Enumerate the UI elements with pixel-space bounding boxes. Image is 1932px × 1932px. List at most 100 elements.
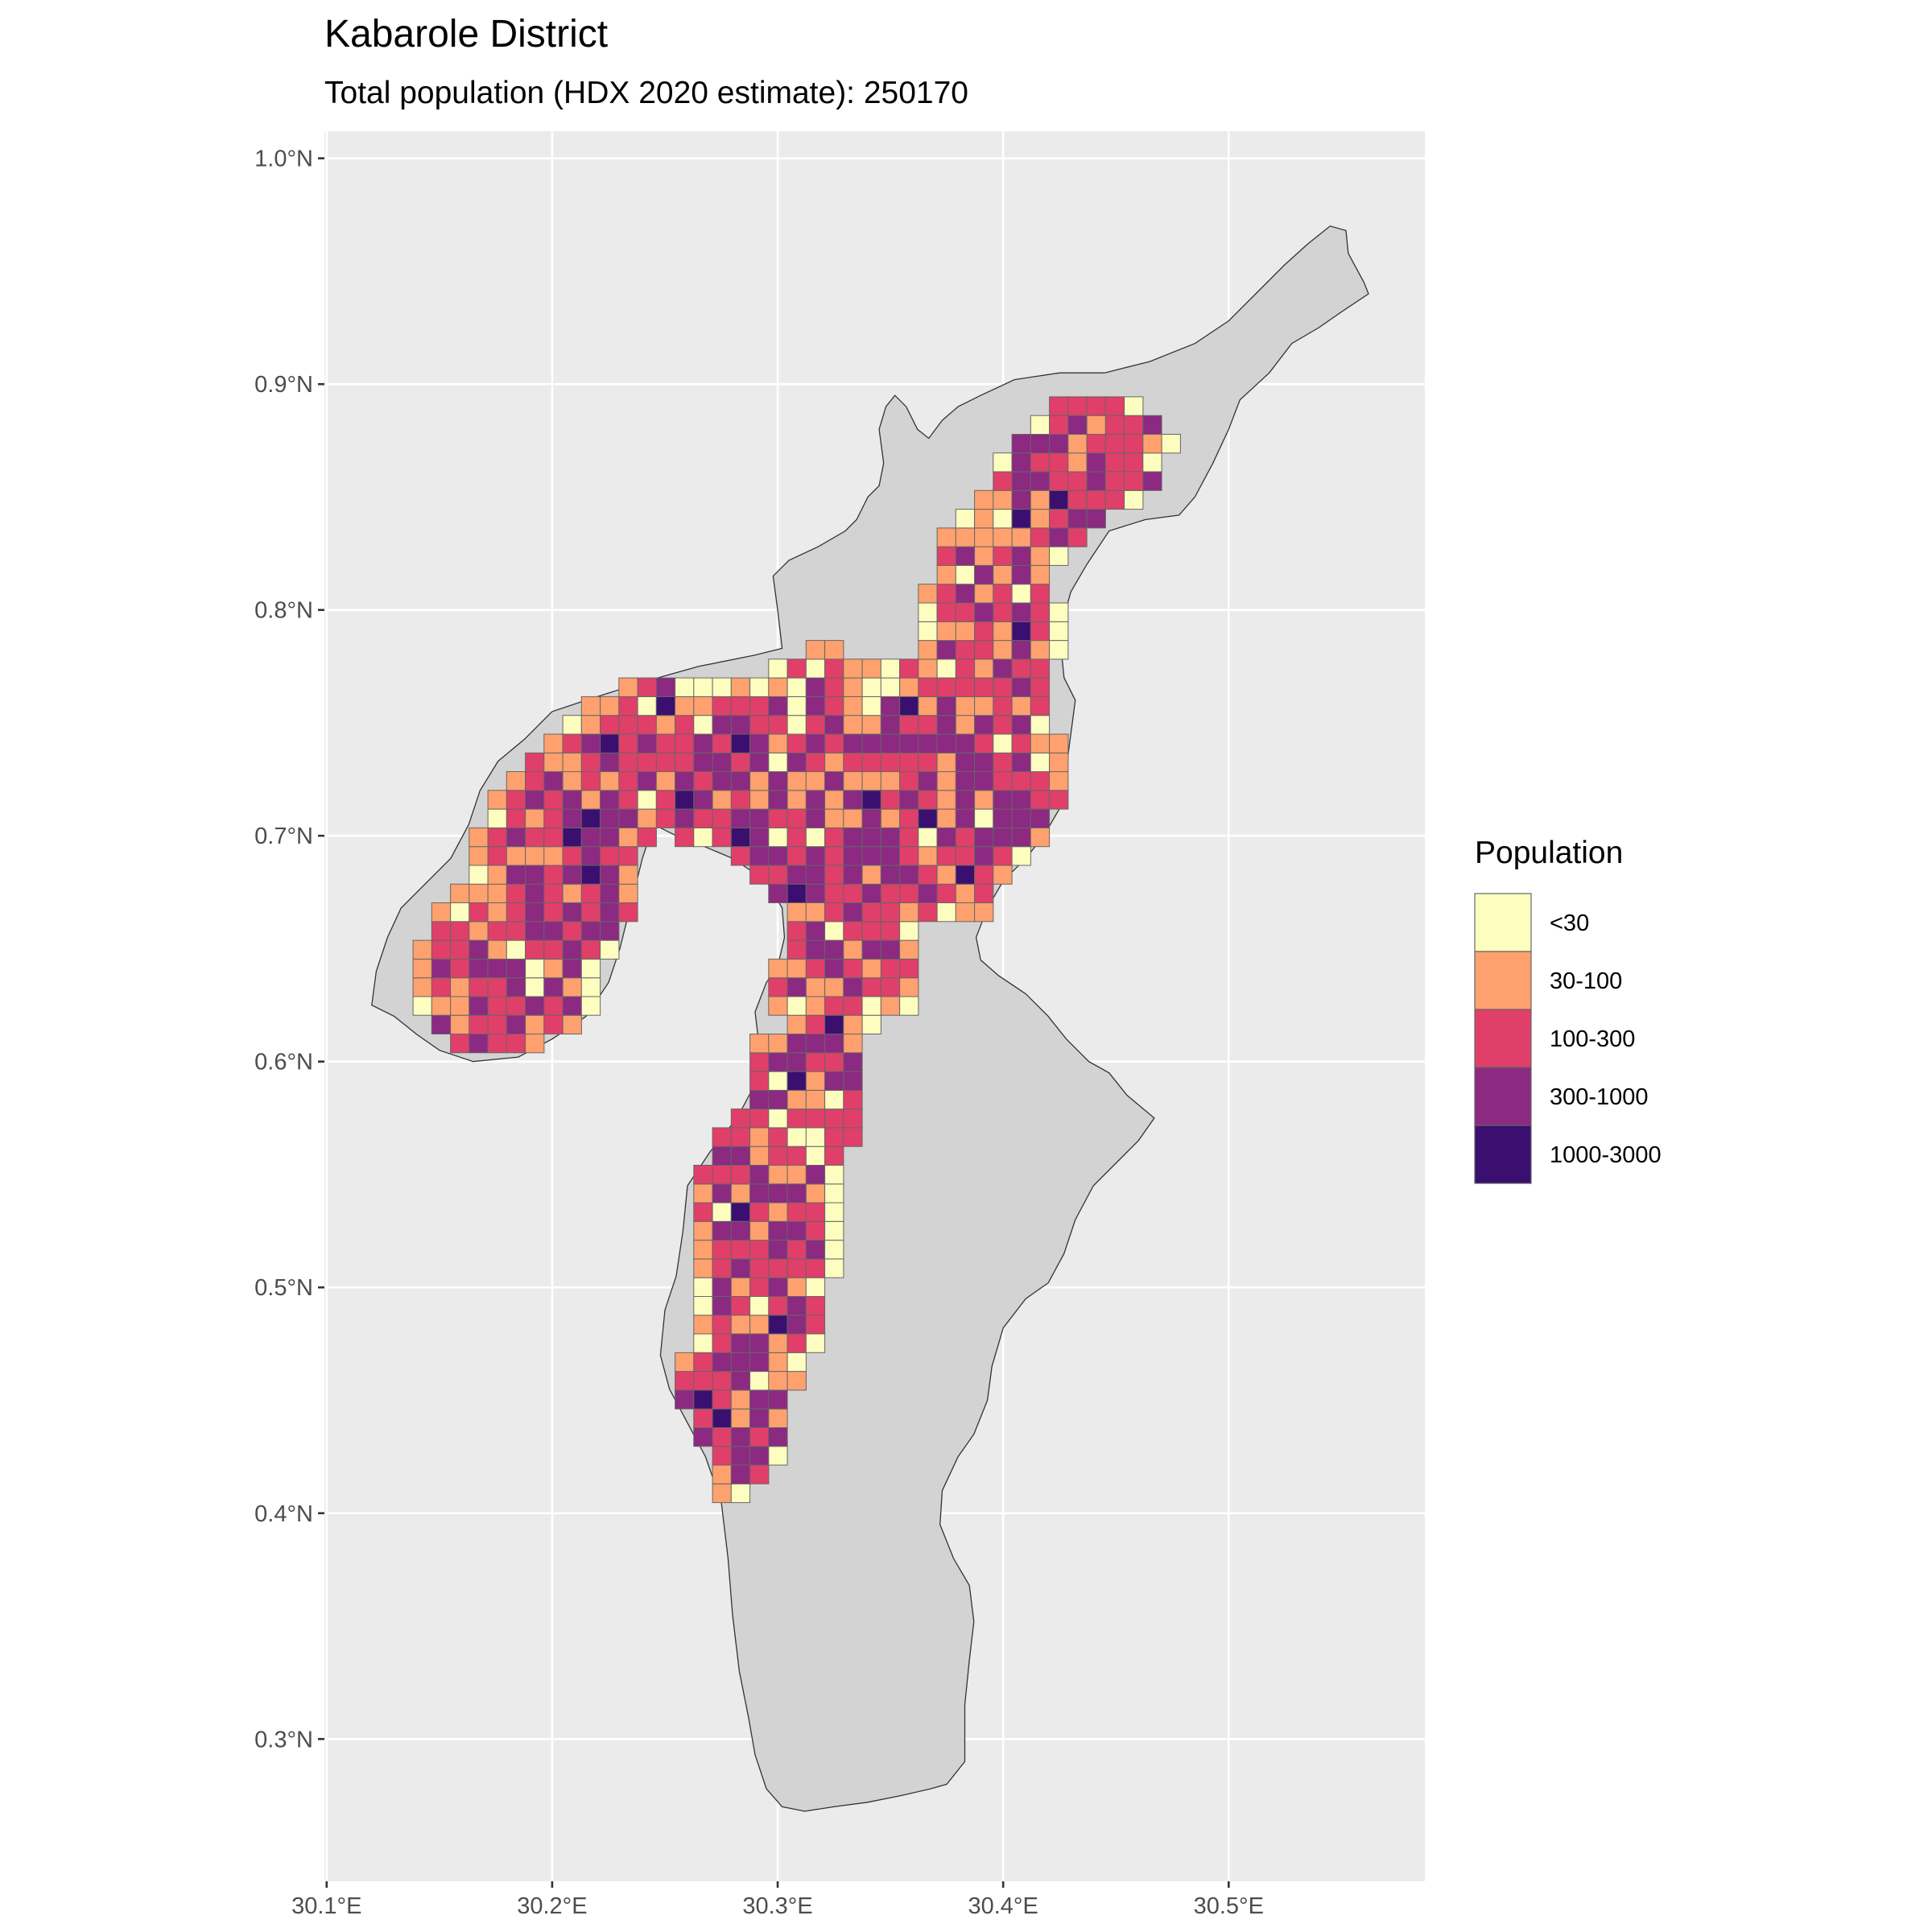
population-cell bbox=[1104, 434, 1125, 454]
population-cell bbox=[843, 1108, 863, 1129]
population-cell bbox=[655, 696, 676, 716]
population-cell bbox=[805, 1315, 826, 1335]
population-cell bbox=[786, 1371, 807, 1391]
population-cell bbox=[506, 808, 526, 828]
population-cell bbox=[1030, 602, 1051, 622]
population-cell bbox=[955, 808, 976, 828]
legend-label: 300-1000 bbox=[1550, 1084, 1649, 1110]
population-cell bbox=[918, 677, 938, 697]
legend-label: 100-300 bbox=[1550, 1026, 1635, 1052]
population-cell bbox=[899, 696, 919, 716]
population-cell bbox=[1049, 771, 1069, 791]
population-cell bbox=[843, 733, 863, 753]
population-cell bbox=[805, 752, 826, 773]
population-cell bbox=[637, 677, 657, 697]
population-cell bbox=[824, 902, 844, 923]
population-cells bbox=[412, 396, 1181, 1504]
population-cell bbox=[580, 846, 601, 866]
population-cell bbox=[918, 771, 938, 791]
population-cell bbox=[786, 771, 807, 791]
population-cell bbox=[768, 733, 788, 753]
population-cell bbox=[843, 865, 863, 885]
population-cell bbox=[786, 846, 807, 866]
population-cell bbox=[712, 771, 732, 791]
population-cell bbox=[431, 977, 452, 997]
population-cell bbox=[693, 733, 713, 753]
population-cell bbox=[768, 827, 788, 848]
population-cell bbox=[1011, 640, 1031, 660]
population-cell bbox=[786, 1108, 807, 1129]
population-cell bbox=[450, 977, 470, 997]
y-tick-label: 1.0°N bbox=[254, 147, 313, 172]
population-cell bbox=[936, 902, 956, 923]
population-cell bbox=[749, 1315, 770, 1335]
population-cell bbox=[1030, 658, 1051, 679]
population-cell bbox=[431, 996, 452, 1016]
population-cell bbox=[749, 1052, 770, 1072]
population-cell bbox=[749, 1333, 770, 1353]
population-cell bbox=[786, 1052, 807, 1072]
population-cell bbox=[861, 771, 881, 791]
population-cell bbox=[1011, 584, 1031, 604]
population-cell bbox=[899, 677, 919, 697]
population-cell bbox=[974, 602, 994, 622]
population-cell bbox=[768, 1352, 788, 1373]
population-cell bbox=[730, 1258, 751, 1278]
population-cell bbox=[749, 846, 770, 866]
population-cell bbox=[880, 846, 901, 866]
population-cell bbox=[899, 996, 919, 1016]
population-cell bbox=[1030, 527, 1051, 547]
population-cell bbox=[824, 640, 844, 660]
population-cell bbox=[525, 1014, 545, 1034]
population-cell bbox=[543, 752, 564, 773]
population-cell bbox=[843, 1071, 863, 1091]
population-cell bbox=[1124, 489, 1144, 510]
population-cell bbox=[580, 771, 601, 791]
population-cell bbox=[655, 733, 676, 753]
population-cell bbox=[1030, 434, 1051, 454]
population-cell bbox=[974, 883, 994, 903]
population-cell bbox=[637, 790, 657, 810]
population-cell bbox=[618, 883, 638, 903]
population-cell bbox=[880, 827, 901, 848]
population-cell bbox=[637, 696, 657, 716]
population-cell bbox=[600, 921, 620, 941]
population-cell bbox=[1142, 471, 1162, 491]
population-cell bbox=[1049, 602, 1069, 622]
population-cell bbox=[955, 733, 976, 753]
population-cell bbox=[824, 1220, 844, 1241]
population-cell bbox=[768, 1296, 788, 1316]
population-cell bbox=[861, 733, 881, 753]
population-cell bbox=[562, 752, 582, 773]
population-cell bbox=[730, 1240, 751, 1260]
population-cell bbox=[600, 808, 620, 828]
population-cell bbox=[1030, 546, 1051, 566]
population-cell bbox=[936, 733, 956, 753]
population-cell bbox=[525, 977, 545, 997]
population-cell bbox=[768, 846, 788, 866]
population-cell bbox=[918, 883, 938, 903]
population-cell bbox=[861, 827, 881, 848]
population-cell bbox=[805, 827, 826, 848]
population-cell bbox=[1067, 489, 1088, 510]
population-cell bbox=[562, 865, 582, 885]
population-cell bbox=[693, 1183, 713, 1203]
population-cell bbox=[525, 808, 545, 828]
population-cell bbox=[768, 1240, 788, 1260]
population-cell bbox=[880, 715, 901, 735]
population-cell bbox=[562, 902, 582, 923]
population-cell bbox=[1104, 471, 1125, 491]
x-tick-label: 30.4°E bbox=[968, 1893, 1038, 1919]
population-cell bbox=[543, 771, 564, 791]
population-cell bbox=[786, 790, 807, 810]
population-cell bbox=[918, 846, 938, 866]
population-cell bbox=[955, 715, 976, 735]
population-cell bbox=[543, 996, 564, 1016]
population-cell bbox=[655, 715, 676, 735]
population-cell bbox=[693, 715, 713, 735]
population-cell bbox=[843, 883, 863, 903]
population-cell bbox=[506, 790, 526, 810]
population-cell bbox=[824, 733, 844, 753]
population-cell bbox=[1030, 489, 1051, 510]
legend-swatch bbox=[1474, 1067, 1532, 1126]
